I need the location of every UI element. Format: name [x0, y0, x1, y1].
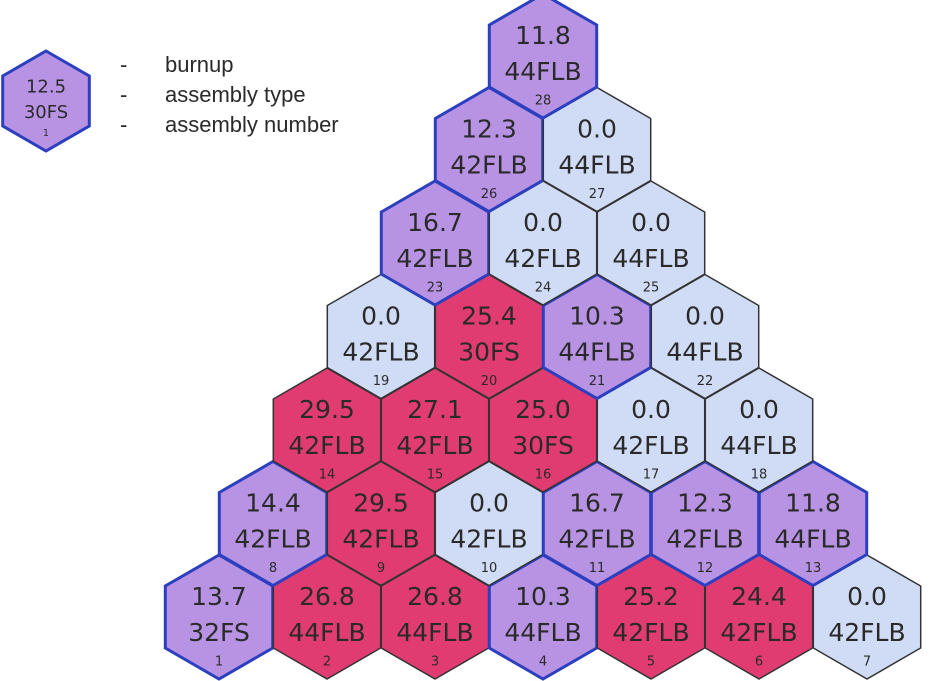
burnup: 24.4: [731, 582, 787, 611]
assembly-number: 13: [805, 561, 822, 576]
burnup: 12.3: [461, 115, 517, 144]
burnup: 12.5: [26, 76, 66, 97]
assembly-number: 24: [535, 281, 552, 296]
assembly-type: 30FS: [458, 338, 520, 367]
legend-label: burnup: [165, 52, 234, 77]
burnup: 11.8: [515, 21, 571, 50]
assembly-type: 44FLB: [288, 618, 365, 647]
burnup: 0.0: [469, 489, 509, 518]
burnup: 25.2: [623, 582, 679, 611]
burnup: 11.8: [785, 489, 841, 518]
assembly-type: 42FLB: [396, 244, 473, 273]
burnup: 0.0: [739, 395, 779, 424]
assembly-type: 42FLB: [558, 525, 635, 554]
assembly-number: 1: [215, 655, 223, 670]
assembly-number: 23: [427, 281, 444, 296]
burnup: 29.5: [299, 395, 355, 424]
assembly-number: 6: [755, 655, 763, 670]
assembly-type: 44FLB: [504, 57, 581, 86]
assembly-type: 30FS: [512, 431, 574, 460]
assembly-type: 44FLB: [720, 431, 797, 460]
assembly-type: 42FLB: [612, 431, 689, 460]
burnup: 10.3: [569, 302, 625, 331]
burnup: 0.0: [361, 302, 401, 331]
burnup: 10.3: [515, 582, 571, 611]
hex-cell: [1, 49, 91, 153]
assembly-number: 21: [589, 374, 606, 389]
assembly-type: 30FS: [24, 102, 68, 123]
assembly-type: 42FLB: [450, 151, 527, 180]
assembly-number: 14: [319, 468, 336, 483]
hex-cell: [487, 0, 599, 120]
assembly-number: 2: [323, 655, 331, 670]
assembly-type: 42FLB: [612, 618, 689, 647]
assembly-number: 16: [535, 468, 552, 483]
assembly-type: 42FLB: [450, 525, 527, 554]
assembly-number: 10: [481, 561, 498, 576]
assembly-type: 42FLB: [720, 618, 797, 647]
burnup: 0.0: [577, 115, 617, 144]
assembly-type: 42FLB: [504, 244, 581, 273]
legend-label: assembly number: [165, 112, 339, 137]
assembly-type: 44FLB: [504, 618, 581, 647]
assembly-type: 42FLB: [234, 525, 311, 554]
burnup: 29.5: [353, 489, 409, 518]
burnup: 13.7: [191, 582, 247, 611]
burnup: 0.0: [631, 208, 671, 237]
burnup: 12.3: [677, 489, 733, 518]
assembly-type: 44FLB: [558, 338, 635, 367]
legend-dash: -: [120, 112, 127, 137]
assembly-type: 42FLB: [828, 618, 905, 647]
burnup: 16.7: [569, 489, 625, 518]
assembly-number: 19: [373, 374, 390, 389]
assembly-type: 44FLB: [612, 244, 689, 273]
assembly-type: 42FLB: [396, 431, 473, 460]
legend-dash: -: [120, 82, 127, 107]
burnup: 26.8: [299, 582, 355, 611]
burnup: 25.0: [515, 395, 571, 424]
legend-dash: -: [120, 52, 127, 77]
assembly-type: 44FLB: [666, 338, 743, 367]
assembly-number: 1: [43, 128, 49, 139]
assembly-number: 26: [481, 187, 498, 202]
assembly-number: 9: [377, 561, 385, 576]
burnup: 0.0: [523, 208, 563, 237]
burnup: 25.4: [461, 302, 517, 331]
assembly-number: 17: [643, 468, 660, 483]
assembly-type: 42FLB: [666, 525, 743, 554]
assembly-type: 42FLB: [342, 525, 419, 554]
assembly-number: 28: [535, 94, 552, 109]
legend-label: assembly type: [165, 82, 306, 107]
burnup: 0.0: [847, 582, 887, 611]
assembly-type: 32FS: [188, 618, 250, 647]
burnup: 0.0: [685, 302, 725, 331]
burnup: 27.1: [407, 395, 463, 424]
assembly-number: 12: [697, 561, 714, 576]
assembly-number: 3: [431, 655, 439, 670]
assembly-number: 4: [539, 655, 547, 670]
assembly-number: 15: [427, 468, 444, 483]
assembly-number: 8: [269, 561, 277, 576]
assembly-type: 42FLB: [342, 338, 419, 367]
assembly-type: 44FLB: [558, 151, 635, 180]
assembly-number: 25: [643, 281, 660, 296]
assembly-number: 11: [589, 561, 606, 576]
assembly-number: 7: [863, 655, 871, 670]
assembly-number: 20: [481, 374, 498, 389]
assembly-type: 44FLB: [774, 525, 851, 554]
assembly-number: 27: [589, 187, 606, 202]
burnup: 14.4: [245, 489, 301, 518]
assembly-type: 44FLB: [396, 618, 473, 647]
assembly-number: 18: [751, 468, 768, 483]
assembly-number: 5: [647, 655, 655, 670]
burnup: 16.7: [407, 208, 463, 237]
burnup: 26.8: [407, 582, 463, 611]
burnup: 0.0: [631, 395, 671, 424]
assembly-number: 22: [697, 374, 714, 389]
assembly-type: 42FLB: [288, 431, 365, 460]
